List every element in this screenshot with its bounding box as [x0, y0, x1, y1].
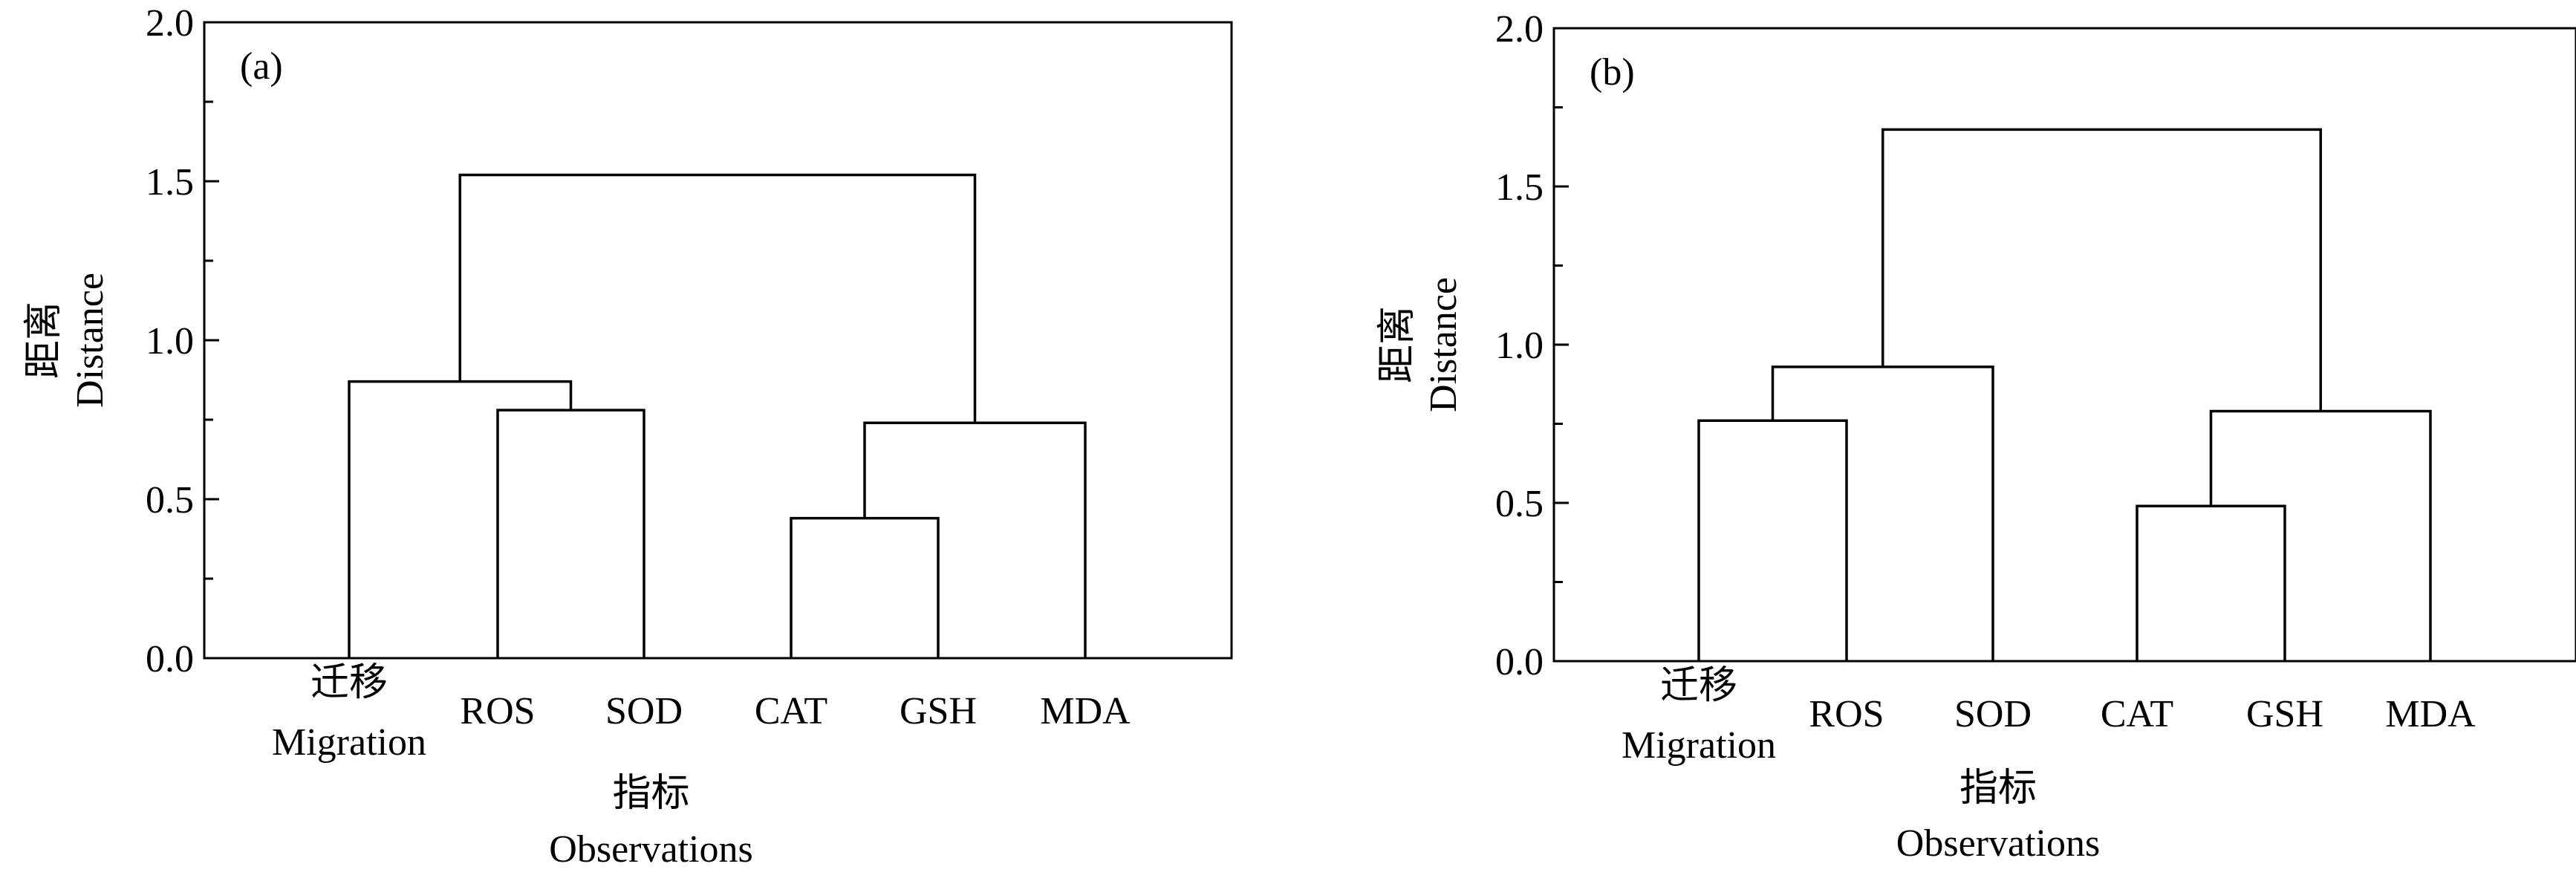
- y-tick-label: 1.0: [1495, 325, 1544, 367]
- dendrogram-link-0: [496, 409, 645, 658]
- leaf-label-cn: 迁移: [1660, 665, 1737, 707]
- x-axis-title-cn: 指标: [612, 773, 689, 815]
- y-tick-label: 2.0: [1495, 8, 1544, 51]
- leaf-label-cn: 迁移: [310, 662, 388, 704]
- leaf-label-en: SOD: [605, 690, 683, 732]
- y-axis-title-cn: 距离: [23, 302, 65, 379]
- leaf-label-en: ROS: [460, 690, 535, 732]
- leaf-label-en: CAT: [2101, 693, 2173, 735]
- panel-b: 0.0 0.5 1.0 1.5 2.0 (b) 距离 Distance 迁移 Migration R…: [1376, 8, 2576, 865]
- y-axis-title-en: Distance: [69, 273, 111, 408]
- panel-a: 0.0 0.5 1.0 1.5 2.0 (a) 距离 Distance 迁移 Migration R…: [23, 2, 1233, 871]
- leaf-label-en: GSH: [2246, 693, 2323, 735]
- dendrogram-link-1: [790, 516, 940, 658]
- dendrogram-link-4: [458, 173, 977, 423]
- dendrogram-link-4: [1881, 128, 2322, 412]
- y-tick-label: 0.5: [1495, 483, 1544, 525]
- leaf-label-en: SOD: [1954, 693, 2032, 735]
- dendrogram-link-3: [348, 380, 573, 658]
- dendrogram-link-0: [1697, 419, 1848, 661]
- y-tick-label: 1.5: [1495, 166, 1544, 209]
- x-axis-title-en: Observations: [549, 828, 752, 871]
- panel-label: (b): [1590, 51, 1635, 94]
- dendrogram-link-3: [2209, 409, 2432, 661]
- panel-label: (a): [240, 45, 283, 88]
- leaf-label-en: CAT: [755, 690, 827, 732]
- x-axis-title-cn: 指标: [1959, 767, 2037, 810]
- plot-frame: [203, 21, 1233, 660]
- leaf-label-en: MDA: [1040, 690, 1131, 732]
- x-axis-title-en: Observations: [1896, 822, 2100, 865]
- dendrogram-link-2: [2136, 504, 2286, 661]
- y-tick-label: 2.0: [146, 2, 194, 45]
- y-axis-title-en: Distance: [1422, 277, 1465, 412]
- y-tick-label: 1.0: [146, 320, 194, 363]
- leaf-label-en: Migration: [272, 721, 426, 764]
- dendrogram-link-2: [863, 421, 1087, 658]
- y-tick-label: 0.5: [146, 479, 194, 521]
- dendrogram-link-1: [1771, 365, 1994, 661]
- y-axis-title-cn: 距离: [1376, 306, 1419, 383]
- leaf-label-en: MDA: [2385, 693, 2476, 735]
- y-tick-label: 1.5: [146, 161, 194, 204]
- leaf-label-en: Migration: [1622, 724, 1776, 767]
- y-tick-label: 0.0: [1495, 641, 1544, 683]
- plot-frame: [1552, 27, 2576, 663]
- y-tick-label: 0.0: [146, 638, 194, 680]
- leaf-label-en: GSH: [900, 690, 977, 732]
- leaf-label-en: ROS: [1809, 693, 1884, 735]
